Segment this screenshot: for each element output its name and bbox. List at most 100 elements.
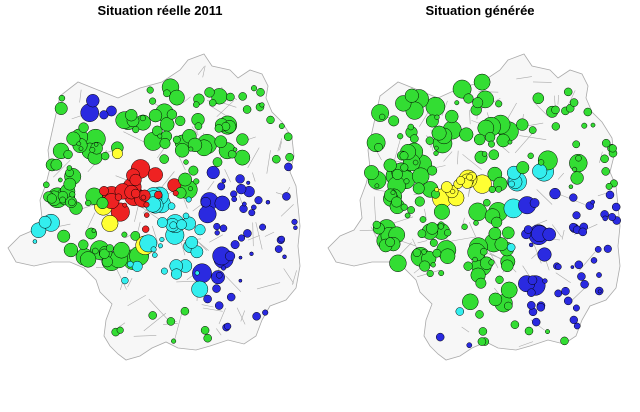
bubble-green: [473, 133, 486, 146]
bubble-green: [527, 152, 534, 159]
bubble-green: [430, 262, 436, 268]
bubble-blue: [238, 278, 243, 283]
bubble-green: [412, 159, 419, 166]
bubble-green: [445, 109, 459, 124]
district-boundary: [238, 195, 243, 204]
bubble-blue: [590, 199, 596, 205]
bubble-blue: [529, 198, 540, 208]
bubble-blue: [563, 296, 573, 306]
bubble-green: [174, 143, 190, 158]
bubble-yellow: [434, 187, 440, 192]
bubble-blue: [230, 240, 240, 250]
bubble-cyan: [194, 224, 206, 236]
bubble-green: [477, 337, 487, 346]
district-boundary: [283, 268, 294, 284]
bubble-green: [159, 154, 169, 164]
bubble-green: [236, 133, 249, 146]
bubble-yellow: [456, 176, 466, 185]
bubble-blue: [231, 196, 238, 203]
bubble-green: [391, 196, 403, 208]
bubble-green: [91, 228, 97, 233]
bubble-blue: [537, 247, 552, 262]
bubble-blue: [214, 230, 220, 236]
bubble-green: [125, 109, 138, 122]
bubble-green: [259, 102, 265, 108]
bubble-green: [388, 115, 400, 127]
bubble-green: [473, 220, 479, 226]
bubble-red: [129, 173, 142, 186]
bubble-green: [166, 317, 176, 326]
bubble-blue: [226, 292, 236, 302]
bubble-green: [444, 229, 452, 237]
bubble-cyan: [508, 180, 515, 188]
district-boundary: [443, 151, 453, 162]
bubble-green: [419, 216, 427, 223]
district-boundary: [461, 326, 470, 333]
district-boundary: [216, 328, 222, 336]
bubble-cyan: [157, 217, 168, 228]
bubble-green: [149, 97, 157, 105]
bubble-red: [142, 225, 150, 233]
district-boundary: [133, 335, 157, 337]
district-boundary: [451, 236, 476, 242]
bubble-cyan: [152, 252, 158, 258]
bubble-green: [208, 99, 217, 107]
district-boundary: [134, 204, 139, 222]
bubble-green: [163, 89, 171, 98]
bubble-blue: [542, 278, 548, 284]
bubble-blue: [200, 196, 212, 208]
bubble-green: [212, 157, 223, 167]
bubble-green: [69, 191, 76, 198]
bubble-blue: [224, 322, 232, 330]
bubble-green: [105, 244, 114, 253]
bubble-blue: [217, 182, 226, 191]
bubble-green: [250, 85, 258, 92]
bubble-green: [409, 134, 419, 144]
bubble-green: [256, 88, 265, 97]
bubble-blue: [554, 289, 563, 298]
district-boundary: [202, 65, 206, 78]
district-boundary: [536, 189, 553, 205]
bubble-green: [389, 254, 407, 272]
bubble-green: [193, 178, 200, 185]
district-boundary: [468, 221, 478, 241]
bubble-green: [404, 212, 411, 219]
bubble-green: [63, 149, 73, 160]
bubble-green: [432, 248, 442, 258]
bubble-blue: [241, 201, 247, 207]
bubble-blue: [203, 294, 212, 304]
bubble-yellow: [466, 173, 473, 181]
bubble-green: [113, 241, 130, 259]
district-boundary: [533, 101, 549, 117]
bubble-green: [407, 206, 415, 214]
bubble-green: [475, 277, 487, 289]
bubble-blue: [238, 255, 243, 260]
bubble-red: [99, 186, 109, 196]
bubble-green: [425, 136, 434, 145]
district-boundary: [557, 94, 559, 105]
bubble-cyan: [158, 243, 163, 249]
bubble-yellow: [111, 148, 123, 160]
bubble-green: [99, 248, 110, 259]
district-boundary: [256, 282, 281, 290]
district-boundary: [197, 66, 205, 75]
bubble-green: [146, 86, 154, 94]
bubble-green: [214, 135, 228, 149]
bubble-blue: [572, 304, 580, 312]
bubble-green: [502, 226, 515, 240]
bubble-green: [417, 229, 427, 239]
district-boundary: [143, 312, 167, 332]
bubble-blue: [523, 225, 533, 234]
district-boundary: [532, 81, 552, 83]
bubble-blue: [216, 272, 223, 279]
district-boundary: [488, 248, 499, 269]
bubble-green: [169, 89, 185, 106]
bubble-blue: [603, 244, 612, 253]
bubble-green: [412, 182, 425, 195]
bubble-red: [154, 190, 163, 200]
district-boundary: [127, 277, 133, 288]
bubble-green: [481, 151, 488, 157]
bubble-green: [238, 92, 247, 101]
bubble-green: [551, 105, 560, 115]
bubble-blue: [230, 190, 238, 198]
